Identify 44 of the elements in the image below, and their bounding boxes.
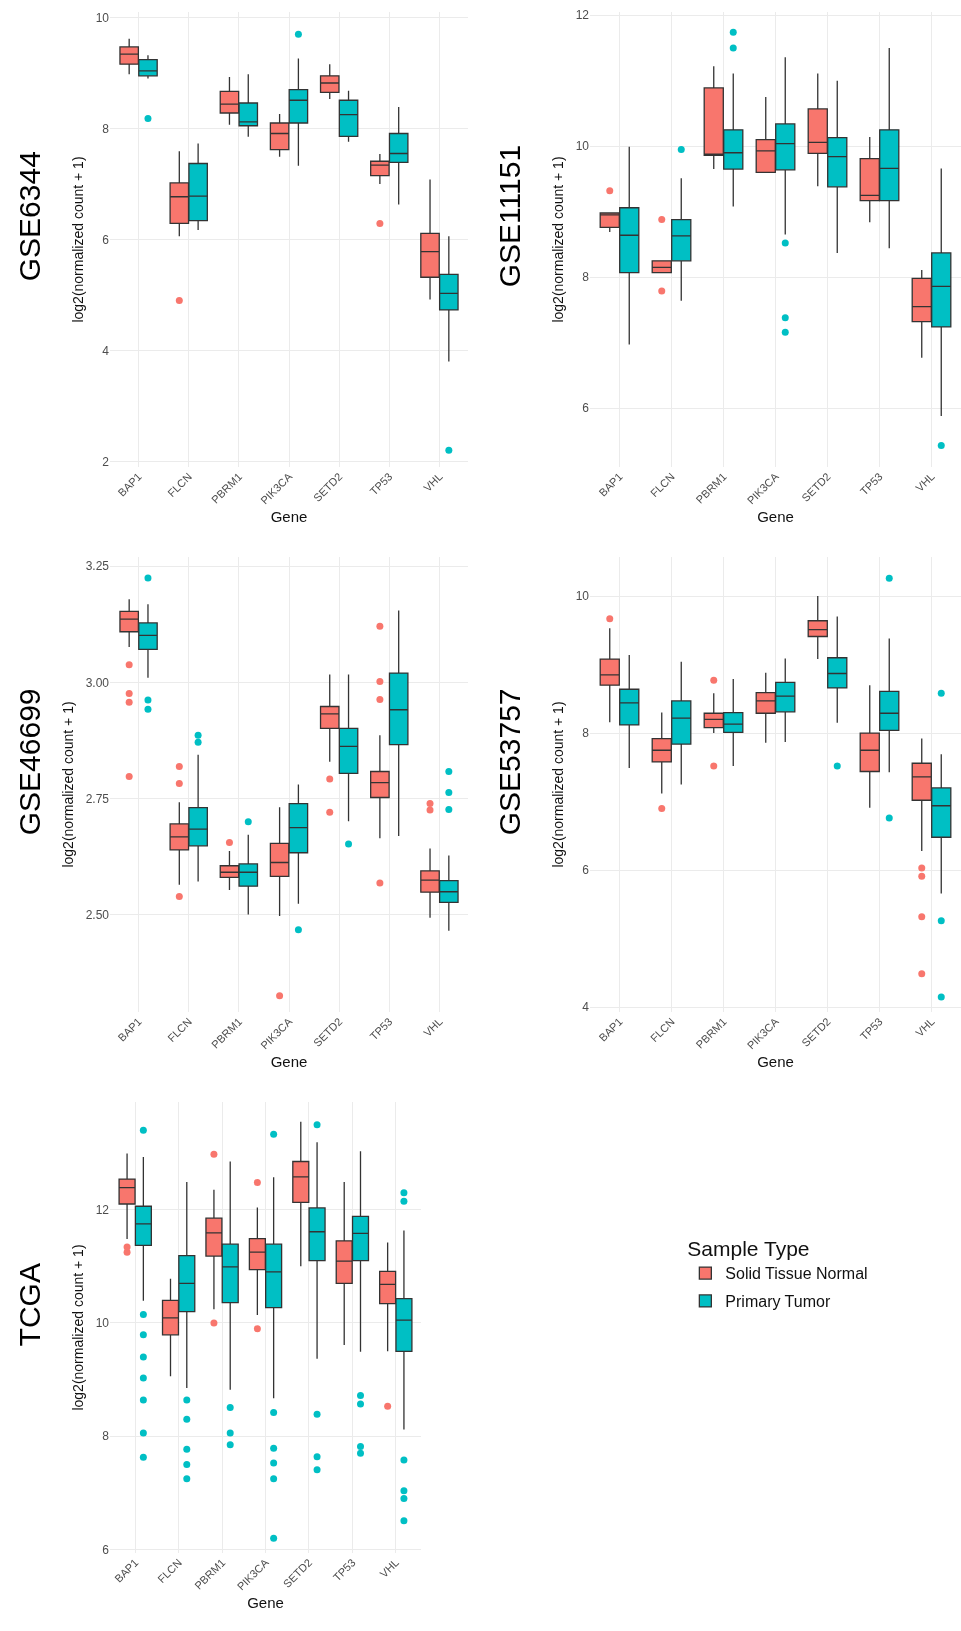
y-tick-label: 10: [575, 139, 590, 154]
y-tick-label: 6: [582, 863, 590, 878]
x-axis-title: Gene: [757, 508, 794, 526]
legend-title: Sample Type: [687, 1237, 810, 1261]
text: GSE6344: [12, 151, 46, 282]
text: GSE46699: [12, 688, 46, 836]
x-axis-title: Gene: [270, 508, 308, 526]
y-tick-label: 2.50: [85, 907, 110, 922]
y-tick-label: 6: [102, 232, 110, 247]
y-axis-title: log2(normalized count + 1): [70, 156, 87, 323]
x-axis-title: Gene: [247, 1594, 284, 1612]
y-tick-label: 4: [582, 1000, 590, 1015]
y-tick-label: 2.75: [85, 791, 110, 806]
y-axis-title: log2(normalized count + 1): [60, 701, 77, 868]
y-tick-label: 10: [575, 589, 590, 604]
y-tick-label: 8: [582, 270, 590, 285]
text: TCGA: [12, 1263, 46, 1347]
y-tick-label: 8: [582, 726, 590, 741]
y-tick-label: 8: [102, 121, 110, 136]
y-tick-label: 10: [95, 1316, 110, 1331]
x-axis-title: Gene: [270, 1053, 308, 1071]
y-tick-label: 12: [575, 8, 590, 23]
y-tick-label: 12: [95, 1202, 110, 1217]
y-axis-title: log2(normalized count + 1): [550, 156, 567, 323]
y-tick-label: 6: [102, 1542, 110, 1557]
y-tick-label: 3.00: [85, 675, 110, 690]
text: GSE53757: [492, 688, 526, 836]
x-tick-label: VHL: [377, 1556, 402, 1580]
y-tick-label: 10: [95, 10, 110, 25]
y-tick-label: 6: [582, 401, 590, 416]
legend-label: Solid Tissue Normal: [725, 1265, 868, 1283]
x-tick-label: VHL: [421, 470, 445, 494]
y-tick-label: 4: [102, 343, 110, 358]
x-axis-title: Gene: [757, 1053, 794, 1071]
y-tick-label: 3.25: [85, 559, 110, 574]
y-tick-label: 2: [102, 454, 110, 469]
legend-label: Primary Tumor: [725, 1293, 831, 1311]
text: GSE11151: [492, 144, 526, 288]
x-tick-label: VHL: [421, 1015, 445, 1039]
y-tick-label: 8: [102, 1429, 110, 1444]
y-axis-title: log2(normalized count + 1): [70, 1244, 87, 1411]
x-tick-label: VHL: [913, 1015, 937, 1039]
x-tick-label: VHL: [913, 470, 937, 494]
y-axis-title: log2(normalized count + 1): [550, 701, 567, 868]
